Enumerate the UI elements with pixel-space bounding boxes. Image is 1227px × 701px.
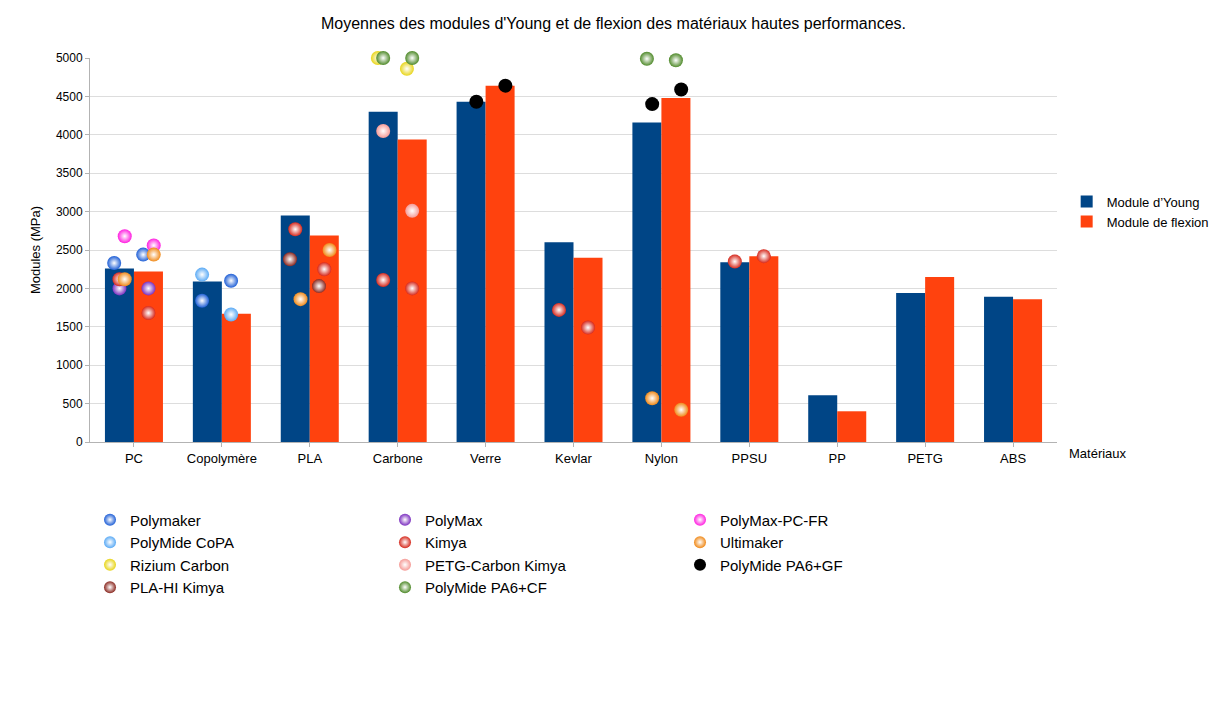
- svg-text:Copolymère: Copolymère: [187, 451, 257, 466]
- svg-text:3500: 3500: [56, 166, 83, 180]
- svg-text:2000: 2000: [56, 282, 83, 296]
- svg-text:PLA: PLA: [297, 451, 322, 466]
- svg-text:Verre: Verre: [470, 451, 501, 466]
- svg-text:Ultimaker: Ultimaker: [720, 534, 783, 551]
- svg-text:Module de flexion: Module de flexion: [1107, 215, 1209, 230]
- svg-text:Matériaux: Matériaux: [1069, 446, 1127, 461]
- svg-text:PPSU: PPSU: [732, 451, 767, 466]
- svg-text:4000: 4000: [56, 128, 83, 142]
- svg-text:4500: 4500: [56, 90, 83, 104]
- svg-text:Modules (MPa): Modules (MPa): [28, 206, 43, 294]
- svg-text:500: 500: [63, 397, 83, 411]
- svg-text:1500: 1500: [56, 320, 83, 334]
- svg-text:Moyennes des modules d'Young e: Moyennes des modules d'Young et de flexi…: [321, 15, 906, 32]
- svg-text:PETG-Carbon Kimya: PETG-Carbon Kimya: [425, 557, 567, 574]
- svg-text:PLA-HI Kimya: PLA-HI Kimya: [130, 579, 225, 596]
- svg-text:Rizium Carbon: Rizium Carbon: [130, 557, 229, 574]
- svg-text:Module d’Young: Module d’Young: [1107, 195, 1200, 210]
- svg-text:PETG: PETG: [907, 451, 942, 466]
- svg-text:Nylon: Nylon: [645, 451, 678, 466]
- svg-text:5000: 5000: [56, 51, 83, 65]
- svg-text:PolyMide CoPA: PolyMide CoPA: [130, 534, 234, 551]
- svg-text:ABS: ABS: [1000, 451, 1026, 466]
- svg-text:3000: 3000: [56, 205, 83, 219]
- svg-text:1000: 1000: [56, 358, 83, 372]
- svg-text:Carbone: Carbone: [373, 451, 423, 466]
- svg-text:2500: 2500: [56, 243, 83, 257]
- svg-text:0: 0: [76, 435, 83, 449]
- svg-text:PolyMax-PC-FR: PolyMax-PC-FR: [720, 512, 829, 529]
- svg-text:PP: PP: [829, 451, 846, 466]
- svg-text:PolyMide PA6+CF: PolyMide PA6+CF: [425, 579, 547, 596]
- svg-text:Kimya: Kimya: [425, 534, 467, 551]
- svg-text:Polymaker: Polymaker: [130, 512, 201, 529]
- svg-text:Kevlar: Kevlar: [555, 451, 593, 466]
- svg-text:PC: PC: [125, 451, 143, 466]
- svg-text:PolyMax: PolyMax: [425, 512, 483, 529]
- svg-text:PolyMide PA6+GF: PolyMide PA6+GF: [720, 557, 843, 574]
